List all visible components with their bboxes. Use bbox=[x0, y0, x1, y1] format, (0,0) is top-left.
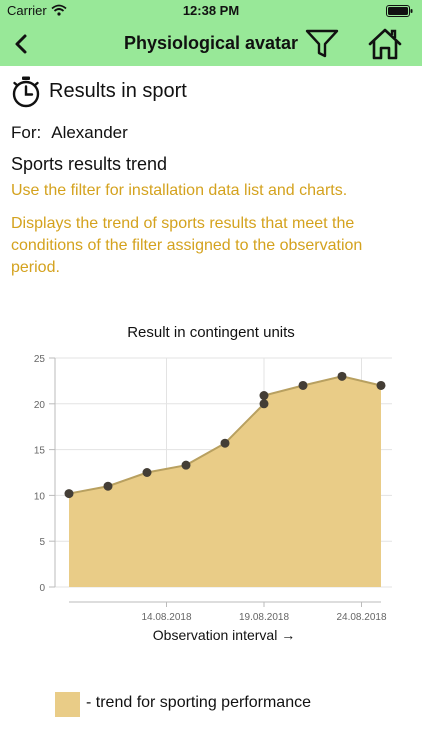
x-tick-label: 14.08.2018 bbox=[141, 612, 191, 623]
status-bar: Carrier 12:38 PM bbox=[0, 0, 422, 22]
filter-icon bbox=[305, 29, 339, 58]
y-tick-label: 15 bbox=[34, 446, 46, 457]
x-axis-label: Observation interval → bbox=[153, 627, 295, 643]
y-tick-label: 25 bbox=[34, 354, 46, 365]
data-point bbox=[376, 380, 386, 390]
chart-title: Result in contingent units bbox=[127, 324, 295, 341]
data-point bbox=[181, 460, 191, 470]
filter-button[interactable] bbox=[305, 28, 339, 60]
back-button[interactable] bbox=[8, 30, 36, 58]
results-chart: Result in contingent units 0 5 10 15 20 25 14.0… bbox=[0, 316, 422, 651]
series-area bbox=[69, 376, 381, 587]
y-tick-label: 10 bbox=[34, 491, 46, 502]
chart-svg: Result in contingent units 0 5 10 15 20 25 14.0… bbox=[34, 324, 392, 643]
x-tick-label: 24.08.2018 bbox=[336, 612, 386, 623]
y-tick-label: 0 bbox=[39, 583, 45, 594]
wifi-icon bbox=[51, 4, 67, 19]
legend-label: - trend for sporting performance bbox=[86, 694, 311, 711]
data-point bbox=[220, 438, 230, 448]
page-title: Physiological avatar bbox=[123, 33, 299, 53]
chevron-left-icon bbox=[15, 34, 27, 54]
legend-swatch bbox=[55, 692, 80, 717]
data-point bbox=[259, 399, 269, 409]
y-tick-label: 5 bbox=[39, 537, 45, 548]
for-label: For: bbox=[11, 123, 42, 142]
data-point bbox=[103, 481, 113, 491]
data-point bbox=[337, 371, 347, 381]
carrier-label: Carrier bbox=[7, 3, 47, 18]
data-point bbox=[142, 468, 152, 477]
subject-line: For: Alexander bbox=[11, 123, 128, 143]
series-line bbox=[68, 375, 382, 495]
nav-bar: Physiological avatar bbox=[0, 22, 422, 66]
stopwatch-icon bbox=[11, 76, 41, 108]
home-icon bbox=[368, 28, 402, 60]
data-point bbox=[298, 380, 308, 390]
home-button[interactable] bbox=[367, 27, 403, 61]
filter-hint: Use the filter for installation data lis… bbox=[11, 182, 348, 199]
trend-title: Sports results trend bbox=[11, 154, 168, 174]
section-heading: Results in sport bbox=[49, 80, 187, 102]
data-point bbox=[259, 391, 269, 401]
data-point bbox=[64, 489, 74, 499]
x-tick-label: 19.08.2018 bbox=[239, 612, 289, 623]
status-time: 12:38 PM bbox=[182, 3, 240, 18]
subject-name: Alexander bbox=[51, 123, 128, 142]
battery-icon bbox=[386, 5, 413, 20]
y-tick-label: 20 bbox=[34, 400, 46, 411]
trend-description: Displays the trend of sports results tha… bbox=[11, 215, 363, 276]
